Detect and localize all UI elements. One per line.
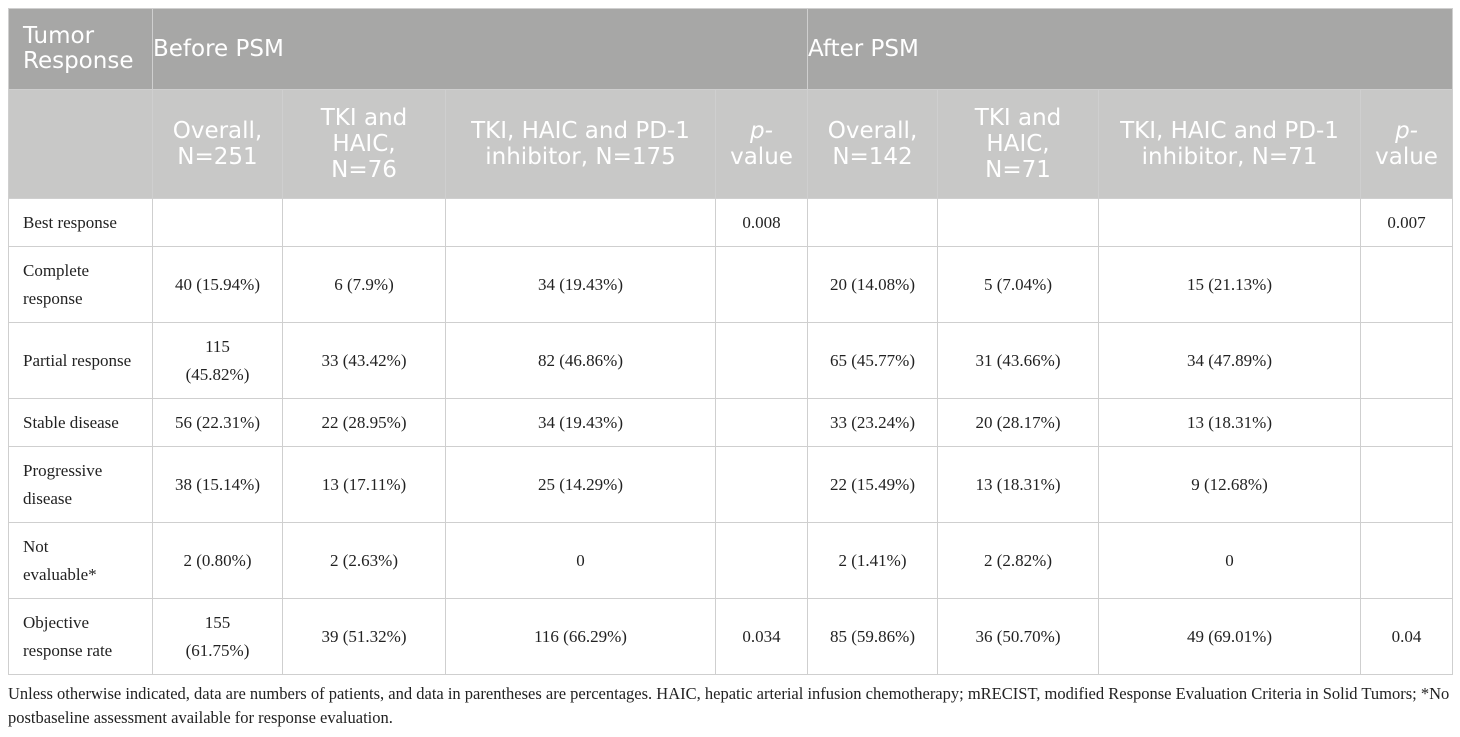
header-row-columns: Overall, N=251 TKI and HAIC, N=76 TKI, H… [8,89,1454,199]
table-footnote: Unless otherwise indicated, data are num… [8,684,1450,727]
col-header-before-p-value: p-value [714,89,809,199]
cell-after-tki-haic: 13 (18.31%) [937,446,1100,523]
col-header-before-tki-haic-pd1: TKI, HAIC and PD-1 inhibitor, N=175 [445,89,716,199]
cell-before-overall: 115 (45.82%) [152,322,283,399]
table-row: Objective response rate 155 (61.75%) 39 … [8,598,1454,675]
table-row: Best response 0.008 0.007 [8,198,1454,247]
corner-header: Tumor Response [8,8,153,90]
header-row-groups: Tumor Response Before PSM After PSM [8,8,1454,90]
cell-after-tki-haic-pd1: 0 [1098,522,1362,599]
table-row: Complete response 40 (15.94%) 6 (7.9%) 3… [8,246,1454,323]
table-row: Progressive disease 38 (15.14%) 13 (17.1… [8,446,1454,523]
cell-before-overall [152,198,283,247]
group-header-before-psm: Before PSM [151,8,809,90]
cell-before-tki-haic: 13 (17.11%) [282,446,446,523]
cell-after-tki-haic-pd1: 49 (69.01%) [1098,598,1362,675]
cell-before-p-value [714,522,809,599]
cell-after-overall: 33 (23.24%) [807,398,939,447]
cell-after-overall: 2 (1.41%) [807,522,939,599]
cell-after-tki-haic: 36 (50.70%) [937,598,1100,675]
cell-before-p-value [714,446,809,523]
cell-before-p-value [714,246,809,323]
cell-before-tki-haic-pd1: 82 (46.86%) [445,322,716,399]
cell-after-tki-haic: 5 (7.04%) [937,246,1100,323]
row-label: Partial response [8,322,153,399]
p-value-text: value [1375,144,1438,170]
cell-before-p-value: 0.034 [714,598,809,675]
cell-before-tki-haic-pd1 [445,198,716,247]
row-label: Complete response [8,246,153,323]
p-italic: p- [750,118,773,144]
cell-before-tki-haic: 22 (28.95%) [282,398,446,447]
cell-after-overall: 22 (15.49%) [807,446,939,523]
cell-after-tki-haic-pd1: 34 (47.89%) [1098,322,1362,399]
cell-after-tki-haic-pd1 [1098,198,1362,247]
cell-after-overall [807,198,939,247]
cell-before-p-value [714,398,809,447]
col-header-after-tki-haic-pd1: TKI, HAIC and PD-1 inhibitor, N=71 [1098,89,1362,199]
cell-before-tki-haic-pd1: 25 (14.29%) [445,446,716,523]
cell-after-tki-haic: 20 (28.17%) [937,398,1100,447]
col-header-before-tki-haic: TKI and HAIC, N=76 [282,89,446,199]
tumor-response-table-container: Tumor Response Before PSM After PSM Over… [8,8,1454,675]
cell-before-tki-haic: 39 (51.32%) [282,598,446,675]
cell-after-p-value [1360,322,1454,399]
table-row: Partial response 115 (45.82%) 33 (43.42%… [8,322,1454,399]
p-italic: p- [1395,118,1418,144]
col-header-after-overall: Overall, N=142 [807,89,939,199]
cell-before-tki-haic: 2 (2.63%) [282,522,446,599]
row-label: Not evaluable* [8,522,153,599]
cell-before-tki-haic: 33 (43.42%) [282,322,446,399]
cell-after-overall: 20 (14.08%) [807,246,939,323]
col-header-after-p-value: p-value [1360,89,1454,199]
cell-after-p-value [1360,522,1454,599]
cell-before-tki-haic: 6 (7.9%) [282,246,446,323]
cell-before-overall: 155 (61.75%) [152,598,283,675]
cell-after-tki-haic-pd1: 9 (12.68%) [1098,446,1362,523]
group-header-after-psm: After PSM [807,8,1454,90]
cell-before-tki-haic-pd1: 34 (19.43%) [445,246,716,323]
cell-before-tki-haic-pd1: 34 (19.43%) [445,398,716,447]
cell-after-p-value [1360,246,1454,323]
cell-before-p-value: 0.008 [714,198,809,247]
row-label: Best response [8,198,153,247]
cell-after-overall: 65 (45.77%) [807,322,939,399]
cell-after-p-value: 0.007 [1360,198,1454,247]
row-label: Stable disease [8,398,153,447]
cell-after-tki-haic-pd1: 13 (18.31%) [1098,398,1362,447]
table-row: Stable disease 56 (22.31%) 22 (28.95%) 3… [8,398,1454,447]
cell-after-p-value [1360,398,1454,447]
cell-before-tki-haic-pd1: 0 [445,522,716,599]
cell-after-tki-haic-pd1: 15 (21.13%) [1098,246,1362,323]
table-row: Not evaluable* 2 (0.80%) 2 (2.63%) 0 2 (… [8,522,1454,599]
cell-after-tki-haic: 31 (43.66%) [937,322,1100,399]
cell-before-overall: 2 (0.80%) [152,522,283,599]
row-label: Objective response rate [8,598,153,675]
row-label: Progressive disease [8,446,153,523]
cell-before-overall: 56 (22.31%) [152,398,283,447]
cell-after-p-value [1360,446,1454,523]
tumor-response-table: Tumor Response Before PSM After PSM Over… [8,8,1454,675]
cell-after-tki-haic [937,198,1100,247]
cell-before-overall: 40 (15.94%) [152,246,283,323]
cell-before-tki-haic [282,198,446,247]
cell-before-p-value [714,322,809,399]
cell-after-overall: 85 (59.86%) [807,598,939,675]
cell-before-tki-haic-pd1: 116 (66.29%) [445,598,716,675]
col-header-before-overall: Overall, N=251 [152,89,283,199]
cell-before-overall: 38 (15.14%) [152,446,283,523]
p-value-text: value [730,144,793,170]
cell-after-tki-haic: 2 (2.82%) [937,522,1100,599]
col-header-after-tki-haic: TKI and HAIC, N=71 [937,89,1100,199]
cell-after-p-value: 0.04 [1360,598,1454,675]
empty-header-cell [8,89,153,199]
